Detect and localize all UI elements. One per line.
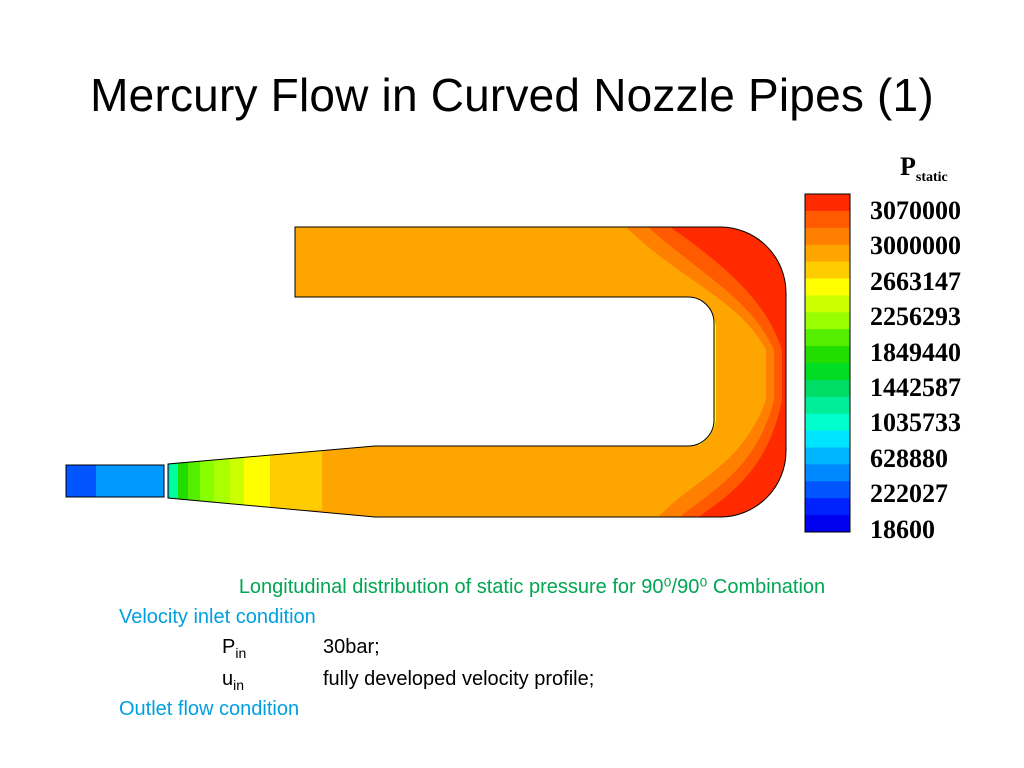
legend-value-label: 1442587 xyxy=(870,373,961,402)
legend-swatch xyxy=(805,379,850,398)
legend-value-label: 18600 xyxy=(870,514,935,544)
legend-value-label: 3070000 xyxy=(870,196,961,225)
inlet-section xyxy=(65,464,165,498)
legend-value-label: 1035733 xyxy=(870,408,961,438)
legend-swatch xyxy=(805,278,850,296)
figure-caption: Longitudinal distribution of static pres… xyxy=(238,576,826,598)
legend-swatch xyxy=(805,194,850,212)
legend-swatch xyxy=(805,312,850,330)
legend-swatch xyxy=(805,447,850,465)
legend-swatch xyxy=(805,261,850,279)
legend-title: Pstatic xyxy=(900,152,948,185)
inlet-velocity-value: fully developed velocity profile; xyxy=(323,668,595,690)
legend-swatch xyxy=(805,464,850,482)
inlet-pressure-value: 30bar; xyxy=(323,636,380,658)
legend-value-label: 222027 xyxy=(870,479,948,509)
legend-swatch xyxy=(805,413,850,432)
inlet-velocity-symbol: uin xyxy=(222,668,245,693)
legend-swatch xyxy=(805,329,850,347)
legend-color-bar xyxy=(805,194,850,533)
legend-value-label: 2256293 xyxy=(870,302,961,332)
legend-value-label: 2663147 xyxy=(870,266,961,296)
legend-swatch xyxy=(805,346,850,364)
legend-swatch xyxy=(805,210,850,229)
legend-swatch xyxy=(805,430,850,448)
legend-swatch xyxy=(805,244,850,263)
legend-swatch xyxy=(805,295,850,313)
pipe-contour xyxy=(168,227,786,517)
legend-swatch xyxy=(805,498,850,516)
outlet-heading: Outlet flow condition xyxy=(119,698,300,720)
legend-swatch xyxy=(805,515,850,533)
legend-value-label: 1849440 xyxy=(870,337,961,367)
legend-swatch xyxy=(805,227,850,246)
legend-swatch xyxy=(805,396,850,415)
legend-swatch xyxy=(805,481,850,499)
inlet-pressure-symbol: Pin xyxy=(222,636,247,661)
slide-title: Mercury Flow in Curved Nozzle Pipes (1) xyxy=(90,69,934,121)
legend-swatch xyxy=(805,363,850,381)
legend-value-label: 3000000 xyxy=(870,231,961,261)
legend-bar-frame xyxy=(804,193,851,533)
legend-value-label: 628880 xyxy=(870,443,948,473)
inlet-heading: Velocity inlet condition xyxy=(119,606,316,628)
